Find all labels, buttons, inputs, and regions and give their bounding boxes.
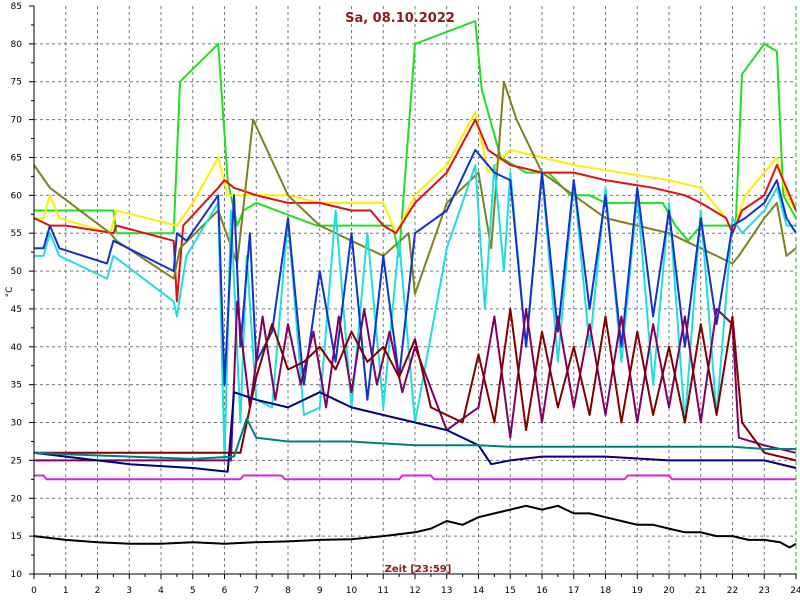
grid-layer bbox=[34, 6, 796, 574]
y-tick-label: 35 bbox=[11, 381, 22, 391]
x-tick-label: 20 bbox=[663, 586, 675, 596]
y-tick-label: 20 bbox=[11, 494, 23, 504]
x-tick-label: 6 bbox=[222, 586, 228, 596]
x-tick-label: 0 bbox=[31, 586, 37, 596]
x-tick-label: 5 bbox=[190, 586, 196, 596]
series-line-6 bbox=[34, 148, 797, 401]
series-line-8 bbox=[34, 307, 797, 462]
x-tick-label: 10 bbox=[346, 586, 358, 596]
x-tick-label: 7 bbox=[253, 586, 259, 596]
y-tick-label: 25 bbox=[11, 456, 22, 466]
x-tick-label: 13 bbox=[441, 586, 452, 596]
series-line-3 bbox=[33, 118, 797, 303]
series-line-12 bbox=[33, 504, 797, 549]
y-tick-label: 30 bbox=[11, 419, 23, 429]
y-tick-label: 70 bbox=[11, 116, 23, 126]
y-tick-label: 10 bbox=[11, 570, 23, 580]
y-tick-label: 45 bbox=[11, 305, 22, 315]
x-tick-label: 22 bbox=[727, 586, 738, 596]
y-tick-label: 75 bbox=[11, 78, 22, 88]
y-tick-label: 80 bbox=[11, 40, 23, 50]
axis-layer: 0 1 2 3 4 5 6 7 8 9 10 11 12 13 14 15 16 17 18 19 20 21 22 23 24… bbox=[11, 2, 800, 596]
series-line-9 bbox=[33, 391, 797, 473]
x-tick-label: 16 bbox=[536, 586, 548, 596]
y-tick-label: 85 bbox=[11, 2, 22, 12]
x-tick-label: 11 bbox=[378, 586, 389, 596]
series-line-7 bbox=[34, 300, 797, 462]
x-axis-label: Zeit [23:59] bbox=[385, 564, 452, 575]
x-tick-label: 18 bbox=[600, 586, 612, 596]
x-tick-label: 24 bbox=[790, 586, 800, 596]
y-tick-label: 60 bbox=[11, 191, 23, 201]
y-tick-label: 40 bbox=[11, 343, 23, 353]
x-tick-label: 8 bbox=[285, 586, 291, 596]
y-tick-label: 55 bbox=[11, 229, 22, 239]
series-layer bbox=[33, 20, 797, 549]
x-tick-label: 9 bbox=[317, 586, 323, 596]
y-tick-label: 50 bbox=[11, 267, 23, 277]
x-tick-label: 23 bbox=[759, 586, 770, 596]
series-line-5 bbox=[34, 164, 796, 462]
series-line-10 bbox=[33, 417, 796, 460]
series-line-1 bbox=[34, 20, 797, 257]
y-tick-label: 15 bbox=[11, 532, 22, 542]
series-line-11 bbox=[34, 474, 796, 481]
x-tick-label: 19 bbox=[632, 586, 644, 596]
x-tick-label: 12 bbox=[409, 586, 420, 596]
x-tick-label: 3 bbox=[126, 586, 132, 596]
x-tick-label: 14 bbox=[473, 586, 485, 596]
x-tick-label: 15 bbox=[505, 586, 516, 596]
x-tick-label: 2 bbox=[95, 586, 101, 596]
chart-title: Sa, 08.10.2022 bbox=[345, 11, 455, 26]
x-tick-label: 17 bbox=[568, 586, 579, 596]
y-tick-label: 65 bbox=[11, 153, 22, 163]
x-tick-label: 1 bbox=[63, 586, 69, 596]
y-axis-label: °C bbox=[5, 287, 15, 298]
x-tick-label: 4 bbox=[158, 586, 164, 596]
x-tick-label: 21 bbox=[695, 586, 706, 596]
